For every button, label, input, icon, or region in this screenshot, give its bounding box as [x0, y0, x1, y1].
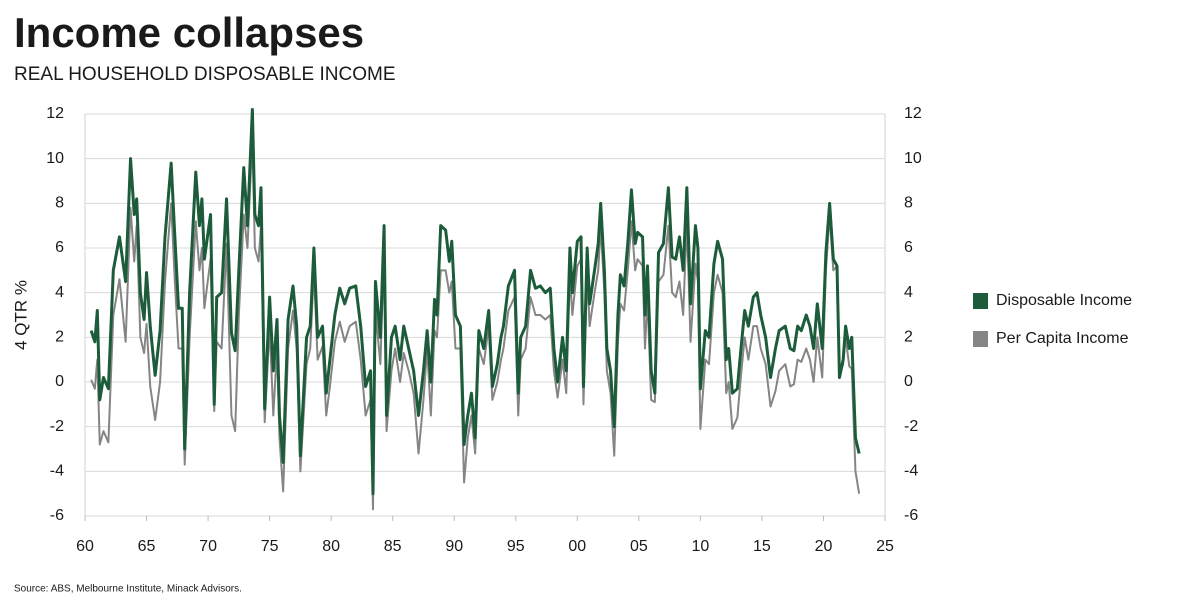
- y2-tick-label: 2: [904, 329, 913, 346]
- x-tick-label: 60: [76, 538, 94, 555]
- chart-subtitle: REAL HOUSEHOLD DISPOSABLE INCOME: [14, 64, 396, 85]
- y-tick-label: 6: [55, 239, 64, 256]
- y-tick-label: 10: [46, 150, 64, 167]
- y2-tick-label: 12: [904, 105, 922, 122]
- grid: -6 -4 -2 0 2 4 6 8 10 12 -6 -4 -2 0 2 4 6 8 10 12 60 65 70 75 80…: [46, 105, 922, 555]
- y-tick-label: -2: [50, 418, 64, 435]
- x-tick-label: 95: [507, 538, 525, 555]
- series-line: [89, 108, 861, 496]
- x-tick-label: 05: [630, 538, 648, 555]
- legend-label: Disposable Income: [996, 292, 1132, 309]
- legend-swatch: [973, 293, 988, 309]
- y-tick-label: 8: [55, 195, 64, 212]
- source-note: Source: ABS, Melbourne Institute, Minack…: [14, 584, 242, 595]
- y2-tick-label: 0: [904, 373, 913, 390]
- plot-lines: [89, 108, 861, 511]
- legend-label: Per Capita Income: [996, 330, 1129, 347]
- chart-title: Income collapses: [14, 9, 364, 56]
- y2-tick-label: 4: [904, 284, 913, 301]
- x-tick-label: 10: [691, 538, 709, 555]
- y2-tick-label: 10: [904, 150, 922, 167]
- x-tick-label: 65: [138, 538, 156, 555]
- series-line: [90, 135, 861, 511]
- y-tick-label: 0: [55, 373, 64, 390]
- x-tick-label: 90: [445, 538, 463, 555]
- y-tick-label: -6: [50, 507, 64, 524]
- legend-swatch: [973, 331, 988, 347]
- y-tick-label: -4: [50, 463, 64, 480]
- x-tick-label: 15: [753, 538, 771, 555]
- x-tick-label: 85: [384, 538, 402, 555]
- x-tick-label: 70: [199, 538, 217, 555]
- y-tick-label: 4: [55, 284, 64, 301]
- y2-tick-label: 6: [904, 239, 913, 256]
- x-tick-label: 25: [876, 538, 894, 555]
- y2-tick-label: -2: [904, 418, 918, 435]
- y-axis-label: 4 QTR %: [11, 280, 30, 350]
- y2-tick-label: -6: [904, 507, 918, 524]
- y2-tick-label: -4: [904, 463, 918, 480]
- x-tick-label: 75: [261, 538, 279, 555]
- legend: Disposable Income Per Capita Income: [973, 292, 1132, 347]
- y-tick-label: 12: [46, 105, 64, 122]
- x-tick-label: 80: [322, 538, 340, 555]
- x-tick-label: 20: [815, 538, 833, 555]
- x-tick-label: 00: [568, 538, 586, 555]
- y2-tick-label: 8: [904, 195, 913, 212]
- y-tick-label: 2: [55, 329, 64, 346]
